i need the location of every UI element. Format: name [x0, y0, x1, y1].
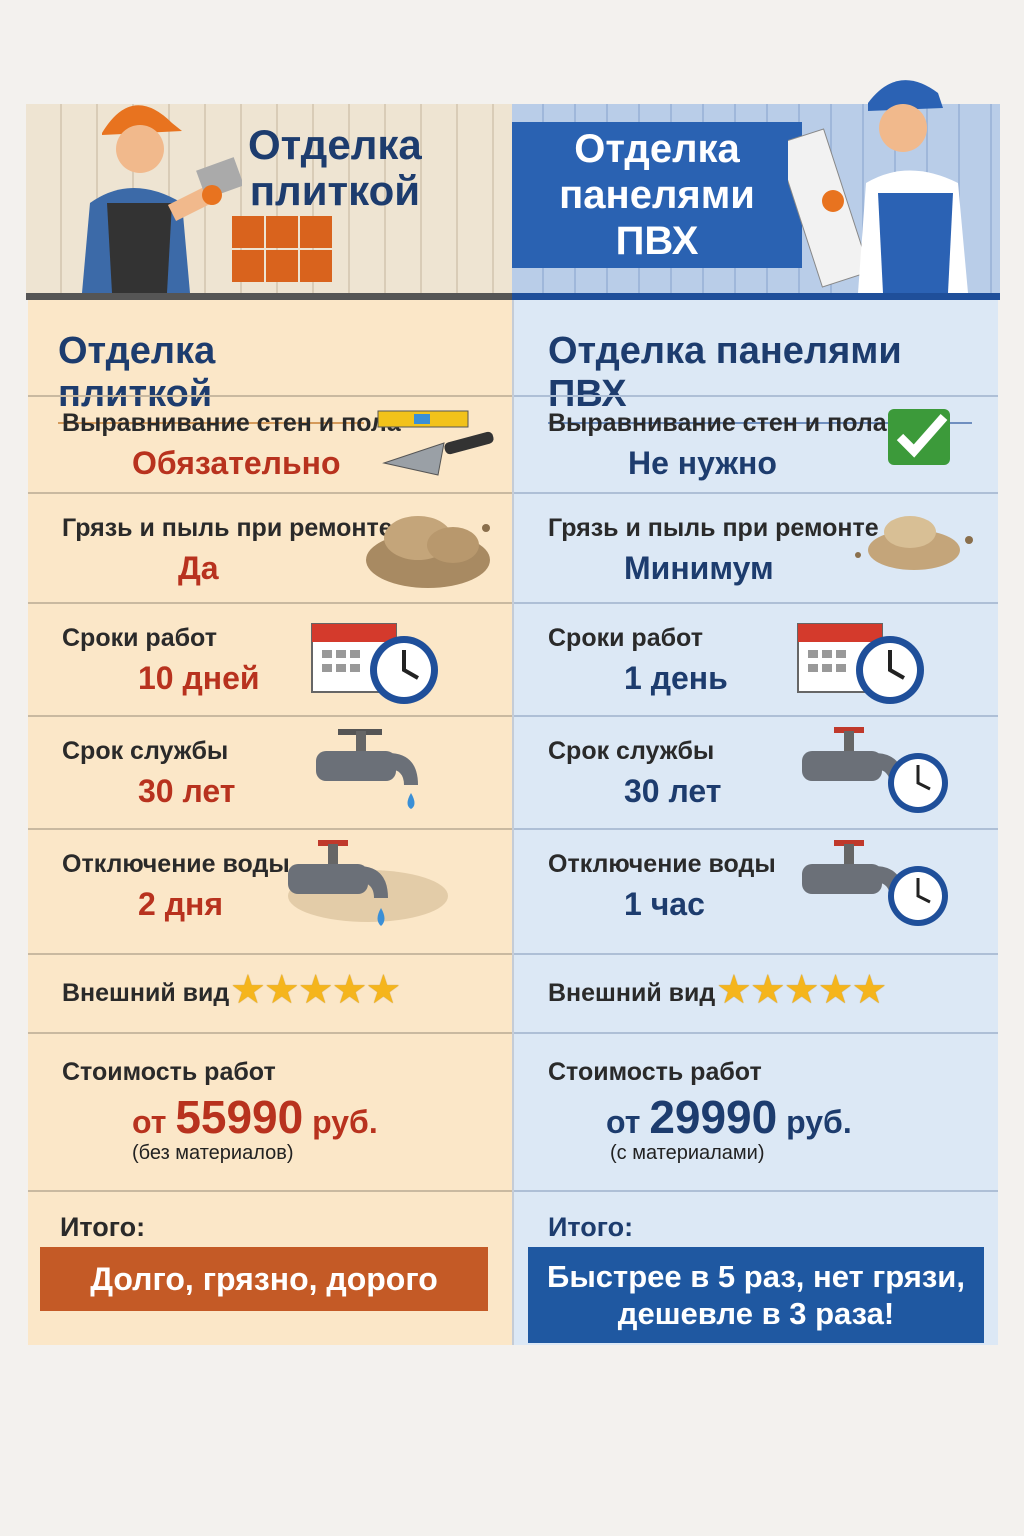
pvc-total-text-2: дешевле в 3 раза! — [617, 1296, 895, 1331]
dirt-pile-small-icon — [844, 500, 984, 585]
tile-total-banner: Долго, грязно, дорого — [40, 1247, 488, 1311]
tile-row: Грязь и пыль при ремонте Да — [28, 492, 512, 602]
pvc-row-value: 1 день — [624, 660, 728, 696]
tile-total-text: Долго, грязно, дорого — [90, 1260, 438, 1297]
pvc-row-value: 1 час — [624, 886, 705, 922]
tile-appearance-label: Внешний вид — [62, 979, 230, 1007]
faucet-clock-icon — [794, 723, 954, 828]
pvc-total-banner: Быстрее в 5 раз, нет грязи, дешевле в 3 р… — [528, 1247, 984, 1343]
tile-price-amount: 55990 — [175, 1091, 304, 1143]
pvc-total-divider — [514, 1190, 998, 1192]
pvc-row-label: Выравнивание стен и пола — [548, 409, 887, 437]
tile-row-label: Сроки работ — [62, 624, 217, 652]
orange-tiles — [232, 216, 332, 282]
pvc-appearance-label: Внешний вид — [548, 979, 716, 1007]
pvc-star-rating: ★★★★★ — [716, 968, 887, 1012]
tile-row: Сроки работ 10 дней — [28, 602, 512, 715]
level-trowel-icon — [374, 403, 504, 488]
tile-row-value: Обязательно — [132, 445, 341, 481]
checkmark-icon — [884, 403, 964, 478]
tile-row-label: Срок службы — [62, 737, 229, 765]
pvc-row: Выравнивание стен и пола Не нужно — [514, 395, 998, 492]
pvc-price-note: (с материалами) — [610, 1142, 765, 1164]
tile-total-label: Итого: — [60, 1212, 146, 1242]
tile-appearance-row: Внешний вид ★★★★★ — [28, 953, 512, 1032]
tile-row-value: 2 дня — [138, 886, 223, 922]
tile-row: Срок службы 30 лет — [28, 715, 512, 828]
pvc-column-title: Отделка панелями ПВХ — [548, 330, 972, 424]
pvc-banner-title: Отделка панелями ПВХ — [512, 122, 802, 268]
tile-price-note: (без материалов) — [132, 1142, 294, 1164]
pvc-row-value: 30 лет — [624, 773, 722, 809]
pvc-row: Грязь и пыль при ремонте Минимум — [514, 492, 998, 602]
tile-price: от 55990 руб. — [132, 1091, 378, 1143]
pvc-row-label: Срок службы — [548, 737, 715, 765]
pvc-row-label: Отключение воды — [548, 850, 776, 878]
tile-row-label: Грязь и пыль при ремонте — [62, 514, 393, 542]
calendar-clock-icon — [794, 610, 934, 715]
tile-row-value: 10 дней — [138, 660, 260, 696]
tile-cost-label: Стоимость работ — [62, 1058, 276, 1086]
faucet-drip-icon — [308, 723, 438, 828]
tile-total-divider — [28, 1190, 512, 1192]
pvc-cost-label: Стоимость работ — [548, 1058, 762, 1086]
faucet-clock-icon — [794, 836, 954, 941]
tile-row: Выравнивание стен и пола Обязательно — [28, 395, 512, 492]
pvc-row: Срок службы 30 лет — [514, 715, 998, 828]
pvc-row-value: Минимум — [624, 550, 774, 586]
calendar-clock-icon — [308, 610, 448, 715]
tile-row-label: Выравнивание стен и пола — [62, 409, 401, 437]
pvc-price: от 29990 руб. — [606, 1091, 852, 1143]
tile-banner-title: Отделка плиткой — [248, 121, 422, 214]
pvc-price-amount: 29990 — [649, 1091, 778, 1143]
pvc-row: Отключение воды 1 час — [514, 828, 998, 953]
tile-column-title: Отделка плиткой — [58, 330, 364, 424]
pvc-total-text-1: Быстрее в 5 раз, нет грязи, — [547, 1259, 965, 1294]
tile-row-label: Отключение воды — [62, 850, 290, 878]
pvc-appearance-row: Внешний вид ★★★★★ — [514, 953, 998, 1032]
pvc-cost-row: Стоимость работ от 29990 руб. (с материала… — [514, 1032, 998, 1190]
tile-row-value: 30 лет — [138, 773, 236, 809]
tile-worker-illustration — [82, 105, 242, 293]
pvc-worker-illustration — [788, 80, 968, 293]
pvc-total-label: Итого: — [548, 1212, 634, 1242]
pvc-row-label: Грязь и пыль при ремонте — [548, 514, 879, 542]
tile-cost-row: Стоимость работ от 55990 руб. (без материа… — [28, 1032, 512, 1190]
tile-banner: Отделка плиткой — [26, 104, 512, 300]
pvc-banner: Отделка панелями ПВХ — [512, 80, 1000, 300]
pvc-row: Сроки работ 1 день — [514, 602, 998, 715]
tile-star-rating: ★★★★★ — [230, 968, 401, 1012]
pvc-row-value: Не нужно — [628, 445, 777, 481]
pvc-column: Отделка панелями ПВХ Выравнивание стен и… — [512, 300, 998, 1345]
tile-row: Отключение воды 2 дня — [28, 828, 512, 953]
faucet-dirt-icon — [258, 836, 458, 941]
tile-column: Отделка плиткой Выравнивание стен и пола… — [28, 300, 512, 1345]
tile-row-value: Да — [178, 550, 219, 586]
pvc-row-label: Сроки работ — [548, 624, 703, 652]
dirt-pile-icon — [358, 500, 498, 600]
